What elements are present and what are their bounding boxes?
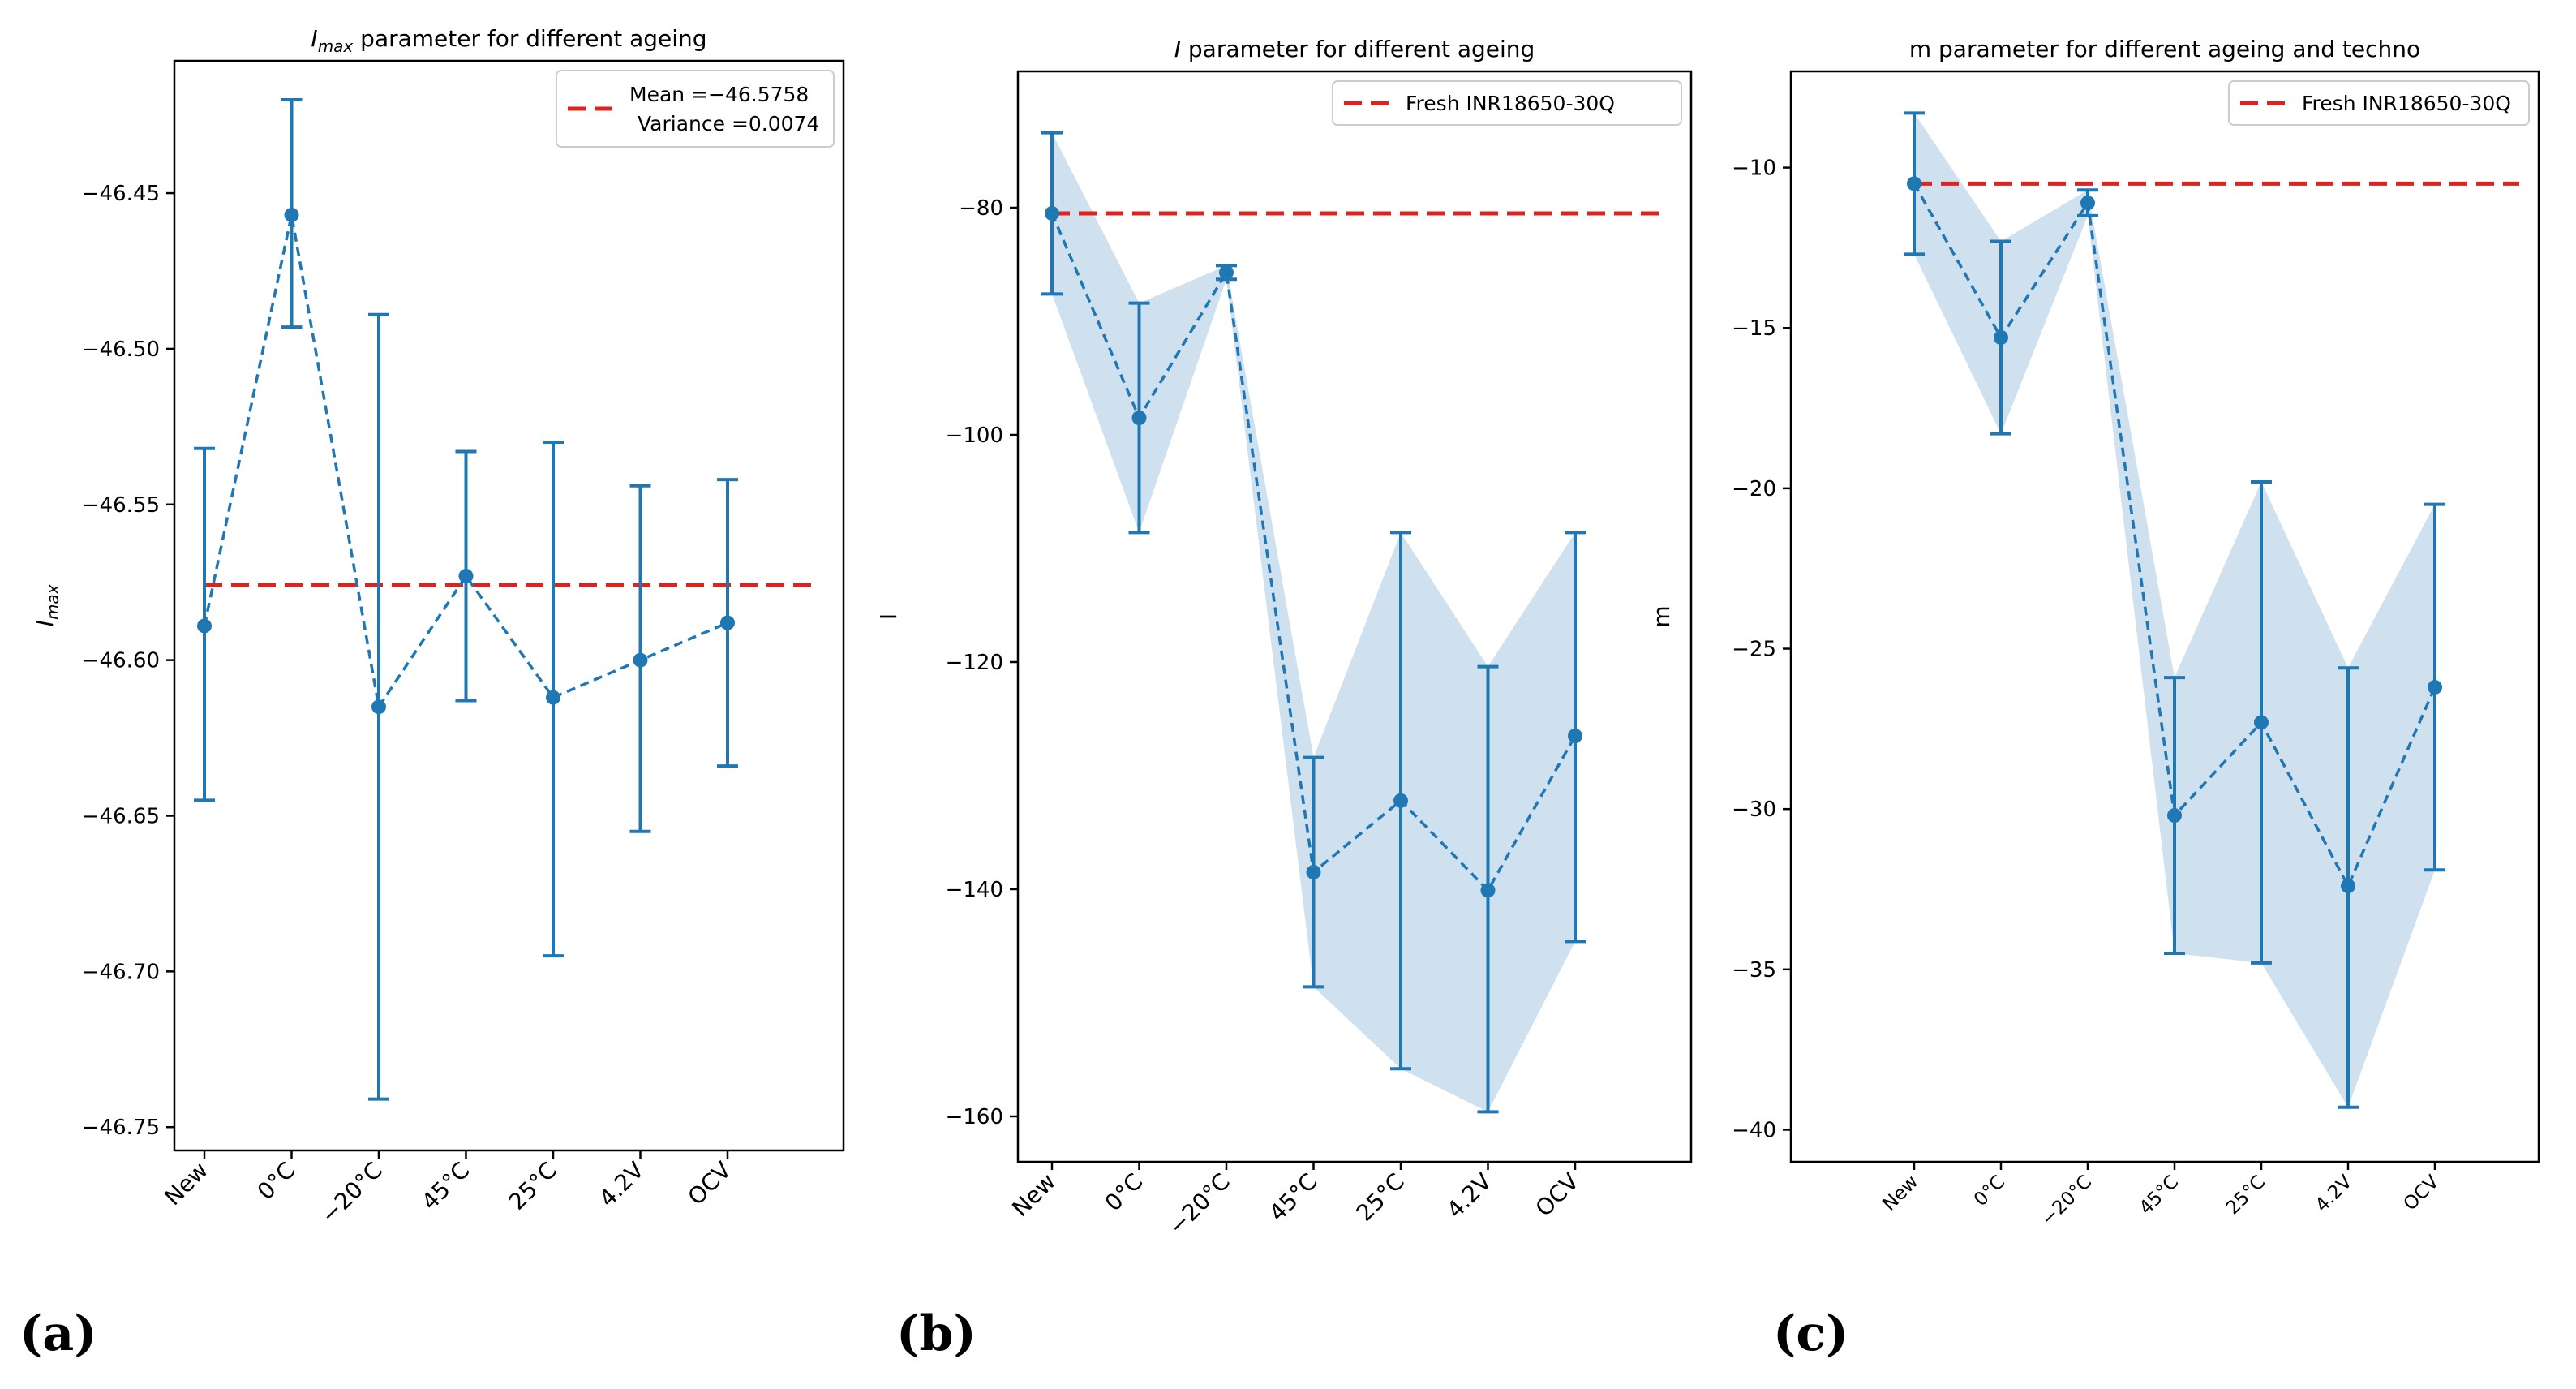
chart-title-main: I [1174,36,1181,62]
data-point [633,652,648,668]
x-tick-label: −20°C [2037,1172,2096,1230]
y-axis-label-main: m [1648,605,1675,627]
x-tick-label: New [1007,1168,1061,1223]
y-tick-label: −35 [1732,958,1776,983]
chart-title-sub: max [318,37,354,56]
y-tick-label: −46.75 [82,1116,160,1140]
y-tick-label: −140 [946,878,1003,902]
chart-title: I parameter for different ageing [1174,36,1535,62]
y-axis-label: Imax [32,584,62,626]
chart-title-rest: parameter for different ageing [353,25,706,52]
legend-label-2: Variance =0.0074 [638,112,819,135]
chart-title-rest: parameter for different ageing [1181,36,1535,62]
legend-frame [1332,80,1682,126]
x-tick-label: 45°C [2136,1172,2183,1219]
x-tick-label: OCV [1531,1168,1584,1222]
chart-panel-3: −10 −15 −20 −25 −30 −35 −40 New 0°C −20°C 45°C 25°C… [1648,36,2540,1362]
legend-label: Fresh INR18650-30Q [1406,92,1615,115]
data-point [1219,264,1234,280]
y-tick-label: −100 [946,424,1003,448]
x-tick-label: −20°C [1163,1168,1235,1241]
y-tick-label: −120 [946,651,1003,675]
y-tick-label: −160 [946,1105,1003,1129]
data-point [2167,808,2182,824]
y-tick-label: −46.60 [82,649,160,673]
chart-title: Imax parameter for different ageing [311,25,706,56]
x-tick-label: 4.2V [594,1157,649,1212]
x-tick-label: 45°C [1264,1168,1322,1227]
y-axis-label: I [875,613,902,620]
data-point [546,690,560,705]
data-point [1480,883,1496,898]
data-point [197,618,212,634]
confidence-band [1052,132,1575,1112]
y-tick-label: −46.70 [82,960,160,984]
data-point [284,207,299,222]
data-point [1393,793,1408,808]
x-tick-label: 0°C [1970,1172,2009,1211]
x-tick-label: 4.2V [2312,1172,2357,1217]
y-tick-label: −46.50 [82,338,160,362]
chart-title-main: I [311,25,317,52]
y-tick-label: −10 [1732,157,1776,181]
data-point [720,615,735,630]
y-tick-label: −46.45 [82,182,160,206]
data-point [1568,729,1582,743]
data-point [2341,879,2355,894]
data-point [1994,330,2008,346]
data-point [2080,196,2095,211]
y-tick-label: −25 [1732,638,1776,662]
axes-frame [1789,70,2540,1163]
x-tick-label: 25°C [2222,1172,2270,1219]
data-point [1907,176,1921,191]
confidence-band [1914,113,2435,1107]
x-tick-label: 45°C [416,1157,474,1215]
legend: Mean =−46.5758 Variance =0.0074 [556,70,835,148]
axes-frame [1016,70,1693,1163]
y-tick-label: −20 [1732,477,1776,501]
x-tick-label: 25°C [1351,1168,1410,1227]
axes-frame [173,59,845,1152]
data-point [2428,679,2442,694]
data-point [1131,411,1147,425]
chart-panel-2: −80 −100 −120 −140 −160 New 0°C −20°C 45°C 25°C 4.… [875,36,1693,1362]
y-tick-label: −80 [959,196,1003,221]
legend-label: Mean =−46.5758 [629,83,809,106]
x-tick-label: New [1878,1172,1922,1215]
legend: Fresh INR18650-30Q [2228,80,2530,126]
data-point [458,569,474,584]
data-point [2254,715,2269,730]
chart-panel-1: −46.45 −46.50 −46.55 −46.60 −46.65 −46.70 −46.… [19,25,845,1362]
y-tick-label: −46.55 [82,493,160,518]
y-axis-label-sub: max [43,584,62,620]
x-tick-label: OCV [683,1157,736,1211]
data-point [1045,206,1059,221]
y-axis-label-main: I [32,620,58,626]
chart-title: m parameter for different ageing and tec… [1909,36,2420,62]
y-tick-label: −15 [1732,316,1776,341]
y-tick-label: −46.65 [82,805,160,829]
legend-label: Fresh INR18650-30Q [2302,92,2511,115]
y-tick-label: −40 [1732,1118,1776,1142]
legend: Fresh INR18650-30Q [1332,80,1682,126]
panel-tag: (a) [19,1305,97,1362]
y-tick-label: −30 [1732,798,1776,822]
legend-frame [556,70,835,148]
data-point [1306,865,1321,879]
x-tick-label: −20°C [316,1157,388,1229]
x-tick-label: OCV [2400,1172,2444,1215]
panel-tag: (b) [896,1305,977,1362]
legend-frame [2228,80,2530,126]
x-tick-label: 0°C [252,1157,301,1206]
x-tick-label: 25°C [504,1157,562,1215]
panel-tag: (c) [1773,1305,1848,1362]
x-tick-label: 0°C [1100,1168,1148,1217]
y-axis-label: m [1648,605,1675,627]
x-tick-label: New [159,1157,213,1211]
y-axis-label-main: I [875,613,902,620]
x-tick-label: 4.2V [1441,1168,1496,1223]
data-point [371,699,386,715]
chart-title-main: m parameter for different ageing and tec… [1909,36,2420,62]
